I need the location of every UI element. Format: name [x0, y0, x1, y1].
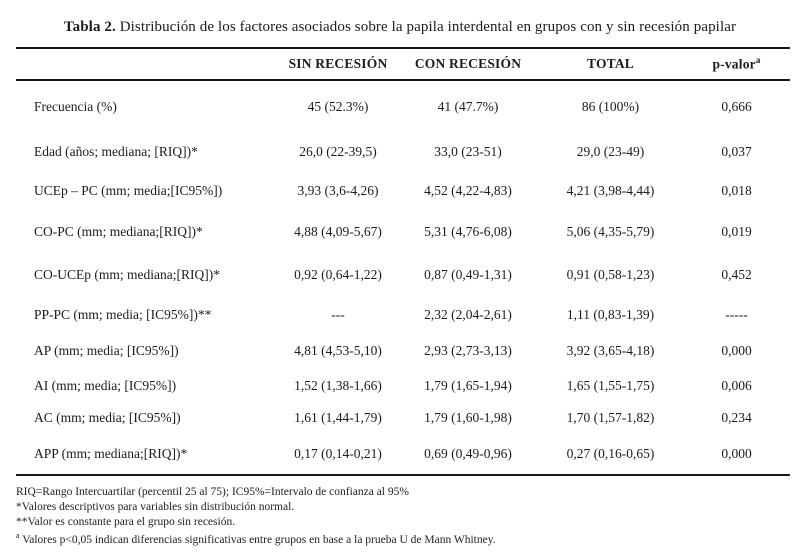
con-recesion-cell: 33,0 (23-51)	[434, 144, 502, 159]
results-table: SIN RECESIÓN CON RECESIÓN TOTAL p-valora…	[16, 47, 790, 476]
p-value-cell: 0,666	[721, 99, 752, 114]
table-row: CO-PC (mm; mediana;[RIQ])* 4,88 (4,09-5,…	[16, 210, 790, 253]
total-cell: 29,0 (23-49)	[576, 144, 645, 159]
p-value-cell: 0,000	[721, 343, 752, 358]
footnote-abbreviations: RIQ=Rango Intercuartilar (percentil 25 a…	[16, 486, 409, 498]
row-label-cell: CO-PC (mm; mediana;[RIQ])*	[34, 223, 203, 239]
row-label-cell: AP (mm; media; [IC95%])	[34, 343, 179, 358]
p-value-cell: 0,452	[721, 266, 752, 282]
con-recesion-cell: 4,52 (4,22-4,83)	[424, 182, 512, 198]
p-value-header-label: p-valor	[712, 56, 756, 72]
sin-recesion-cell: 0,17 (0,14-0,21)	[278, 433, 398, 476]
con-recesion-cell: 1,79 (1,65-1,94)	[424, 378, 512, 393]
p-value-cell: 0,018	[721, 182, 752, 198]
sin-recesion-cell: ---	[331, 306, 345, 322]
row-label-cell: APP (mm; mediana;[RIQ])*	[16, 433, 278, 476]
col-header-p-value: p-valora	[683, 47, 790, 81]
table-caption-number: Tabla 2.	[63, 19, 116, 35]
row-label-cell: AC (mm; media; [IC95%])	[34, 410, 181, 425]
footnote-double-asterisk: **Valor es constante para el grupo sin r…	[16, 515, 236, 528]
table-row: Frecuencia (%) 45 (52.3%) 41 (47.7%) 86 …	[16, 80, 790, 133]
footnote-p-value-text: Valores p<0,05 indican diferencias signi…	[19, 534, 496, 547]
footnote-p-value-superscript: a	[16, 531, 20, 541]
con-recesion-cell: 2,32 (2,04-2,61)	[424, 306, 512, 322]
sin-recesion-cell: 1,52 (1,38-1,66)	[294, 378, 382, 393]
p-value-cell: -----	[725, 306, 748, 322]
footnote-asterisk: *Valores descriptivos para variables sin…	[16, 500, 295, 513]
total-cell: 1,65 (1,55-1,75)	[566, 378, 655, 393]
table-row: UCEp – PC (mm; media;[IC95%]) 3,93 (3,6-…	[16, 171, 790, 210]
row-label-cell: Frecuencia (%)	[34, 99, 117, 114]
sin-recesion-cell: 3,93 (3,6-4,26)	[297, 182, 379, 198]
con-recesion-cell: 41 (47.7%)	[437, 99, 499, 114]
row-label-cell: UCEp – PC (mm; media;[IC95%])	[34, 182, 223, 198]
total-cell: 0,91 (0,58-1,23)	[566, 266, 655, 282]
con-recesion-cell: 2,93 (2,73-3,13)	[424, 343, 512, 358]
table-row: APP (mm; mediana;[RIQ])* 0,17 (0,14-0,21…	[16, 433, 790, 476]
total-cell: 5,06 (4,35-5,79)	[566, 223, 655, 239]
sin-recesion-cell: 0,92 (0,64-1,22)	[294, 266, 382, 282]
sin-recesion-cell: 4,88 (4,09-5,67)	[294, 223, 382, 239]
sin-recesion-cell: 26,0 (22-39,5)	[299, 144, 377, 159]
row-label-cell: CO-UCEp (mm; mediana;[RIQ])*	[34, 266, 220, 282]
table-header-row: SIN RECESIÓN CON RECESIÓN TOTAL p-valora	[16, 47, 790, 81]
col-header-total: TOTAL	[538, 47, 683, 81]
col-header-con-recesion: CON RECESIÓN	[398, 47, 538, 81]
row-label-cell: Edad (años; mediana; [RIQ])*	[34, 144, 198, 159]
total-cell: 1,70 (1,57-1,82)	[566, 410, 655, 425]
total-cell: 0,27 (0,16-0,65)	[538, 433, 683, 476]
total-cell: 4,21 (3,98-4,44)	[566, 182, 655, 198]
total-cell: 3,92 (3,65-4,18)	[566, 343, 655, 358]
p-value-header-superscript: a	[755, 55, 761, 66]
table-caption: Tabla 2. Distribución de los factores as…	[0, 0, 800, 36]
sin-recesion-cell: 4,81 (4,53-5,10)	[294, 343, 382, 358]
p-value-cell: 0,006	[721, 378, 752, 393]
p-value-cell: 0,019	[721, 223, 752, 239]
col-header-empty	[16, 47, 278, 81]
table-row: AI (mm; media; [IC95%]) 1,52 (1,38-1,66)…	[16, 369, 790, 403]
row-label-cell: AI (mm; media; [IC95%])	[34, 378, 177, 393]
con-recesion-cell: 0,69 (0,49-0,96)	[398, 433, 538, 476]
row-label-cell: PP-PC (mm; media; [IC95%])**	[34, 306, 212, 322]
table-caption-text: Distribución de los factores asociados s…	[115, 19, 737, 35]
table-row: CO-UCEp (mm; mediana;[RIQ])* 0,92 (0,64-…	[16, 253, 790, 296]
total-cell: 86 (100%)	[581, 99, 640, 114]
sin-recesion-cell: 1,61 (1,44-1,79)	[294, 410, 382, 425]
table-row: Edad (años; mediana; [RIQ])* 26,0 (22-39…	[16, 133, 790, 171]
table-row: PP-PC (mm; media; [IC95%])** --- 2,32 (2…	[16, 296, 790, 333]
total-cell: 1,11 (0,83-1,39)	[566, 306, 655, 322]
p-value-cell: 0,000	[683, 433, 790, 476]
table-row: AP (mm; media; [IC95%]) 4,81 (4,53-5,10)…	[16, 333, 790, 369]
p-value-cell: 0,037	[721, 144, 752, 159]
sin-recesion-cell: 45 (52.3%)	[307, 99, 369, 114]
col-header-sin-recesion: SIN RECESIÓN	[278, 47, 398, 81]
con-recesion-cell: 1,79 (1,60-1,98)	[424, 410, 512, 425]
table-footnotes: RIQ=Rango Intercuartilar (percentil 25 a…	[16, 485, 790, 548]
footnote-p-value: a Valores p<0,05 indican diferencias sig…	[16, 529, 790, 548]
p-value-cell: 0,234	[721, 410, 752, 425]
table-row: AC (mm; media; [IC95%]) 1,61 (1,44-1,79)…	[16, 403, 790, 433]
con-recesion-cell: 5,31 (4,76-6,08)	[424, 223, 512, 239]
con-recesion-cell: 0,87 (0,49-1,31)	[424, 266, 512, 282]
